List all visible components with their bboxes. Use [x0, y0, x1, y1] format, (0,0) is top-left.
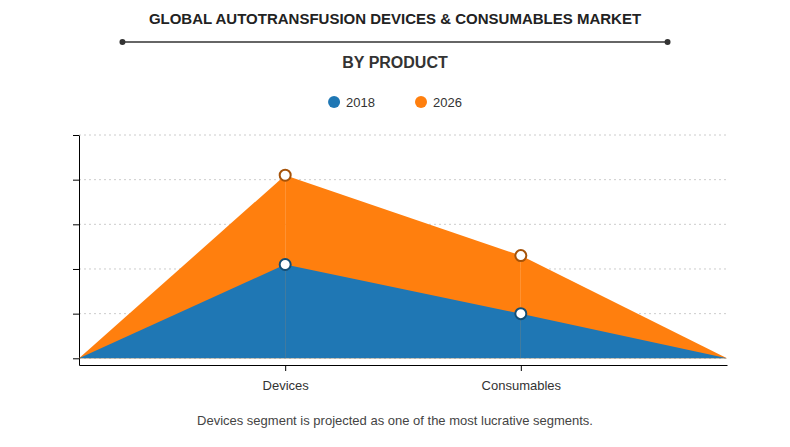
x-tick: Consumables [482, 365, 562, 393]
legend-swatch [328, 96, 340, 108]
legend-label: 2018 [346, 95, 375, 110]
area-tail [79, 175, 285, 358]
y-axis-line [79, 136, 80, 366]
y-tick [73, 135, 79, 136]
x-tick: Devices [263, 365, 310, 393]
y-tick [73, 180, 79, 181]
marker [515, 250, 526, 261]
subtitle: BY PRODUCT [342, 54, 448, 71]
series [79, 265, 727, 359]
y-tick [73, 269, 79, 270]
marker [280, 259, 291, 270]
area [285, 175, 521, 358]
marker [280, 170, 291, 181]
x-tick-label: Consumables [482, 378, 562, 393]
x-tick-mark [521, 365, 522, 371]
x-axis: Devices Consumables [80, 365, 728, 393]
y-tick-mark [73, 135, 79, 136]
legend-swatch [415, 96, 427, 108]
marks [79, 170, 727, 359]
title-rule-line [122, 41, 667, 43]
title: GLOBAL AUTOTRANSFUSION DEVICES & CONSUMA… [149, 10, 641, 27]
area-tail [521, 314, 727, 359]
y-tick-mark [73, 224, 79, 225]
y-tick [73, 224, 79, 225]
grid [79, 135, 727, 358]
plot: Devices Consumables [73, 135, 728, 393]
grid-line [79, 135, 727, 136]
y-tick [73, 358, 79, 359]
y-tick-mark [73, 358, 79, 359]
x-tick-label: Devices [263, 378, 310, 393]
series [79, 175, 727, 358]
legend-item: 2026 [415, 95, 462, 110]
chart: GLOBAL AUTOTRANSFUSION DEVICES & CONSUMA… [0, 0, 790, 447]
y-axis [73, 136, 80, 366]
y-tick [73, 314, 79, 315]
title-rule [119, 39, 670, 45]
area-tail [521, 256, 727, 359]
annotation: Devices segment is projected as one of t… [197, 413, 593, 428]
area-tail [79, 265, 285, 359]
legend-label: 2026 [433, 95, 462, 110]
legend-item: 2018 [328, 95, 375, 110]
grid-line [79, 179, 727, 180]
y-tick-mark [73, 314, 79, 315]
x-axis-line [80, 365, 728, 366]
y-tick-mark [73, 269, 79, 270]
marker [515, 308, 526, 319]
title-rule-dot [119, 39, 125, 45]
x-tick-mark [285, 365, 286, 371]
legend: 2018 2026 [328, 95, 462, 110]
y-tick-mark [73, 180, 79, 181]
area [285, 265, 521, 359]
title-rule-dot [665, 39, 671, 45]
